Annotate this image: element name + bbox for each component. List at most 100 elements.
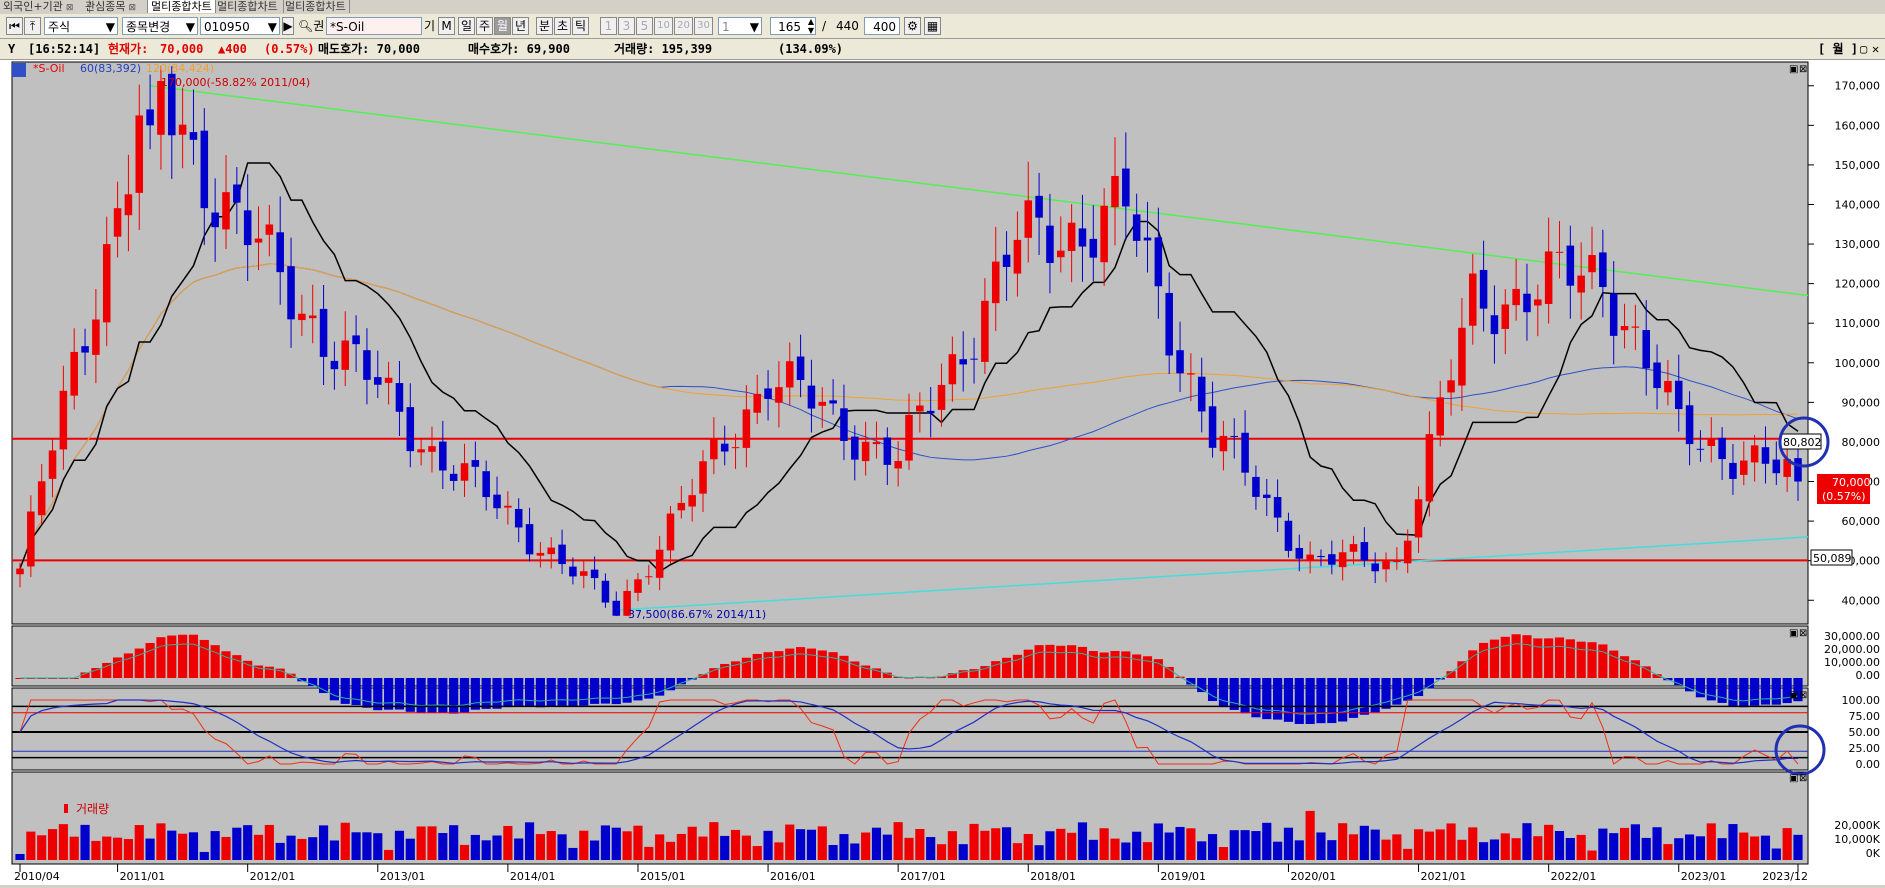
volume-bar <box>1370 829 1380 860</box>
date-axis-label: 2020/01 <box>1290 870 1336 883</box>
panel-maximize-icon[interactable]: ▣ <box>1789 628 1798 639</box>
candle-body <box>1403 540 1412 564</box>
macd-bar <box>384 678 394 710</box>
candle-body <box>265 224 274 235</box>
stoch-axis-label: 50.00 <box>1849 726 1881 739</box>
volume-bar <box>514 838 524 860</box>
close-icon[interactable]: ⊠ <box>65 3 74 13</box>
volume-bar <box>1099 828 1109 860</box>
volume-bar <box>297 838 307 860</box>
volume-bar <box>1132 831 1142 860</box>
chart-area: 170,000 160,000 150,000 140,000 130,000 120,0… <box>0 60 1885 885</box>
search-button[interactable]: ▶ <box>282 17 294 35</box>
code-input[interactable]: 010950 ▼ <box>200 17 280 35</box>
table-icon[interactable]: ▦ <box>924 17 941 35</box>
candle-body <box>872 442 881 445</box>
macd-bar <box>1034 645 1044 678</box>
interval-10[interactable]: 10 <box>654 17 673 35</box>
chart-settings-icon[interactable] <box>12 63 26 77</box>
panel-close-icon[interactable]: ⊠ <box>1799 690 1807 701</box>
volume-bar <box>904 837 914 860</box>
candle-body <box>1750 445 1759 463</box>
period-minute[interactable]: 분 <box>536 17 553 35</box>
interval-select[interactable]: 1 ▼ <box>718 17 762 35</box>
panel-maximize-icon[interactable]: ▣ <box>1789 64 1798 75</box>
period-week[interactable]: 주 <box>476 17 493 35</box>
interval-3[interactable]: 3 <box>618 17 635 35</box>
panel-close-icon[interactable]: ⊠ <box>1799 628 1807 639</box>
panel-close-icon[interactable]: ⊠ <box>1799 64 1807 75</box>
tab-multi-chart-1[interactable]: 멀티종합차트 <box>148 0 216 13</box>
volume: 거래량: 195,399 <box>614 42 713 56</box>
count-stepper[interactable]: 165 ▲ ▼ <box>770 17 816 35</box>
macd-bar <box>1685 678 1695 692</box>
candle-body <box>146 109 154 126</box>
y-icon[interactable]: Y <box>8 42 16 56</box>
candle-body <box>1512 288 1520 306</box>
macd-bar <box>1121 651 1131 678</box>
annotation-high: 170,000(-58.82% 2011/04) <box>161 76 310 89</box>
symbol-name-field[interactable]: *S-Oil <box>326 17 422 35</box>
tab-watchlist[interactable]: 관심종목 ⊠ <box>82 0 148 13</box>
candle-body <box>233 184 241 203</box>
candle-body <box>1468 273 1477 326</box>
date-axis-label: 2022/01 <box>1551 870 1597 883</box>
period-day[interactable]: 일 <box>458 17 475 35</box>
volume-bar <box>470 834 480 860</box>
volume-bar <box>1468 827 1478 860</box>
panel-maximize-icon[interactable]: ▣ <box>1789 773 1798 784</box>
volume-bar <box>318 825 329 860</box>
search-label[interactable]: 🔍︎권 <box>295 17 325 35</box>
last-change-label: (0.57%) <box>1822 490 1866 503</box>
first-icon[interactable]: ⏮ <box>6 17 23 35</box>
period-second[interactable]: 초 <box>554 17 571 35</box>
candle-body <box>211 212 219 228</box>
volume-bar <box>1240 830 1250 860</box>
highlight-circle-stoch <box>1774 724 1826 776</box>
macd-bar <box>1771 678 1781 705</box>
volume-axis-label: 10,000K <box>1834 833 1880 846</box>
close-icon[interactable]: ✕ <box>1872 42 1880 56</box>
tab-foreign-inst[interactable]: 외국인+기관 ⊠ <box>0 0 90 13</box>
change-symbol-select[interactable]: 종목변경 ▼ <box>122 17 198 35</box>
macd-bar <box>1717 678 1727 703</box>
period-month[interactable]: 월 <box>494 17 511 35</box>
m-button[interactable]: M <box>438 17 455 35</box>
panel-maximize-icon[interactable]: ▣ <box>1789 690 1798 701</box>
macd-bar <box>1739 678 1749 708</box>
volume-bar <box>785 824 795 860</box>
macd-bar <box>1381 678 1391 709</box>
candle-body <box>1447 380 1455 393</box>
macd-bar <box>1359 678 1369 715</box>
candle-body <box>330 360 339 370</box>
macd-bar <box>969 669 979 678</box>
view-count-input[interactable]: 400 <box>864 17 900 35</box>
candle-body <box>590 569 599 579</box>
price-chart-svg[interactable]: 170,000 160,000 150,000 140,000 130,000 120,0… <box>0 60 1885 885</box>
date-axis-label: 2023/12 <box>1762 870 1808 883</box>
candle-body <box>1534 299 1542 306</box>
period-year[interactable]: 년 <box>512 17 529 35</box>
close-icon[interactable]: ⊠ <box>128 3 137 13</box>
volume-axis-label: 0K <box>1866 847 1881 860</box>
gi-label[interactable]: 기 <box>424 19 436 33</box>
candle-body <box>1338 552 1347 568</box>
interval-20[interactable]: 20 <box>674 17 693 35</box>
candle-body <box>1599 252 1607 288</box>
panel-close-icon[interactable]: ⊠ <box>1799 773 1807 784</box>
interval-30[interactable]: 30 <box>694 17 713 35</box>
volume-bar <box>1218 847 1228 860</box>
tab-multi-chart-3[interactable]: 멀티종합차트⊠ <box>282 0 350 26</box>
market-select[interactable]: 주식 ▼ <box>44 17 118 35</box>
period-tick[interactable]: 틱 <box>572 17 589 35</box>
macd-bar <box>1338 678 1348 722</box>
pin-icon[interactable]: ⤒ <box>24 17 41 35</box>
spin-icon: ▲ ▼ <box>807 17 814 35</box>
macd-bar <box>1554 637 1565 678</box>
tab-multi-chart-2[interactable]: 멀티종합차트 <box>214 0 284 13</box>
interval-1[interactable]: 1 <box>600 17 617 35</box>
interval-5[interactable]: 5 <box>636 17 653 35</box>
restore-icon[interactable]: ▢ <box>1860 42 1868 56</box>
settings-icon[interactable]: ⚙ <box>904 17 921 35</box>
volume-bar <box>1544 824 1554 860</box>
